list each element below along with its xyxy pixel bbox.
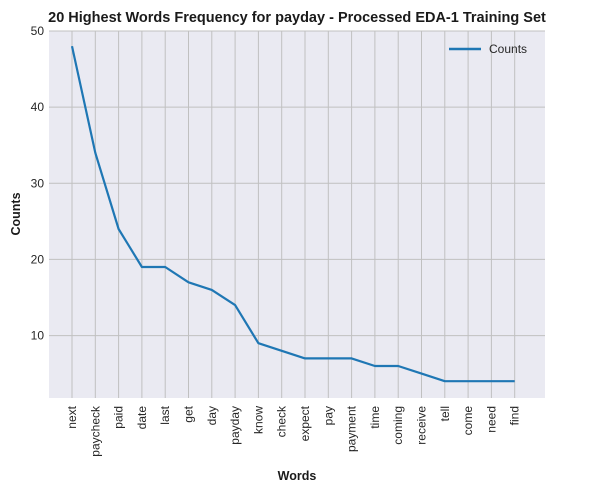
x-tick-label-receive: receive	[415, 406, 429, 445]
x-tick-label-find: find	[508, 406, 522, 425]
y-tick-labels: 10 20 30 40 50	[31, 24, 45, 343]
plot-area	[49, 31, 545, 398]
y-gridlines	[49, 30, 545, 337]
x-tick-label-last: last	[158, 405, 172, 424]
x-tick-label-payment: payment	[345, 405, 359, 452]
y-tick-label-40: 40	[31, 100, 45, 114]
x-tick-label-expect: expect	[298, 405, 312, 441]
y-axis-label: Counts	[9, 192, 23, 235]
x-tick-label-come: come	[461, 406, 475, 436]
y-tick-label-50: 50	[31, 24, 45, 38]
x-tick-label-check: check	[275, 405, 289, 437]
x-tick-label-payday: payday	[228, 406, 242, 445]
x-tick-label-pay: pay	[321, 406, 335, 425]
x-gridlines	[71, 31, 516, 398]
x-tick-label-next: next	[65, 405, 79, 428]
x-tick-label-tell: tell	[438, 406, 452, 421]
chart-title: 20 Highest Words Frequency for payday - …	[48, 10, 546, 26]
legend-label-counts: Counts	[489, 42, 527, 56]
y-tick-label-30: 30	[31, 176, 45, 190]
x-tick-label-get: get	[182, 405, 196, 422]
y-tick-label-20: 20	[31, 252, 45, 266]
y-tick-label-10: 10	[31, 329, 45, 343]
x-tick-label-paid: paid	[112, 406, 126, 429]
x-tick-label-date: date	[135, 406, 149, 430]
x-tick-label-coming: coming	[391, 406, 405, 445]
x-tick-label-need: need	[484, 406, 498, 433]
x-tick-label-day: day	[205, 406, 219, 425]
x-tick-label-know: know	[251, 406, 265, 434]
series-line-counts	[70, 45, 515, 383]
legend: Counts	[449, 42, 527, 56]
x-tick-labels: next paycheck paid date last get day payday know…	[65, 405, 522, 457]
x-tick-label-time: time	[368, 406, 382, 429]
x-axis-label: Words	[278, 469, 317, 483]
x-tick-label-paycheck: paycheck	[88, 405, 102, 457]
